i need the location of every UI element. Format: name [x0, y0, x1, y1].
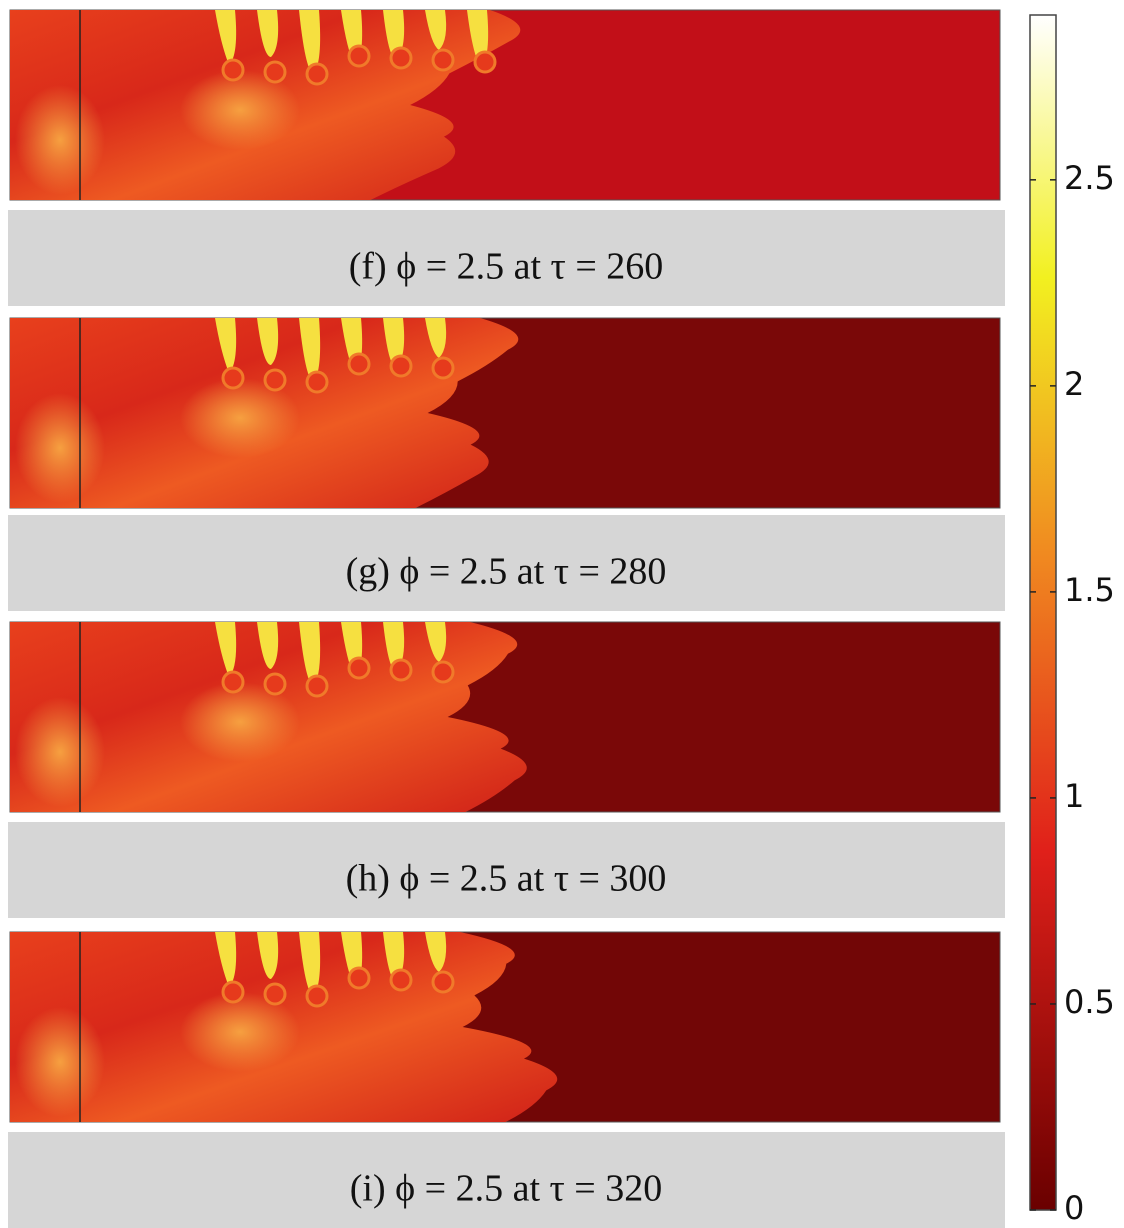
- vortex: [305, 674, 329, 698]
- vortex: [347, 966, 371, 990]
- vortex: [263, 60, 287, 84]
- plume-finger: [215, 10, 237, 65]
- plume-finger: [299, 932, 321, 996]
- hot-spot: [15, 697, 105, 807]
- hot-spot: [15, 393, 105, 503]
- plume-finger: [383, 318, 405, 367]
- vortex: [221, 980, 245, 1004]
- vortex: [263, 982, 287, 1006]
- vortex: [305, 370, 329, 394]
- plume-finger: [215, 932, 237, 987]
- colorbar: [1029, 14, 1057, 1211]
- colorbar-tick-label: 0: [1064, 1189, 1084, 1227]
- vortex: [431, 970, 455, 994]
- plume-finger: [383, 10, 405, 59]
- colorbar-tick-label: 1.5: [1064, 571, 1115, 609]
- vortex: [221, 670, 245, 694]
- hot-spot: [180, 70, 300, 150]
- plume-finger: [425, 318, 447, 358]
- plume-finger: [299, 10, 321, 74]
- vortex: [305, 62, 329, 86]
- hot-spot: [15, 85, 105, 195]
- hot-spot: [180, 992, 300, 1072]
- vortex: [347, 44, 371, 68]
- vortex: [473, 50, 497, 74]
- vortex: [431, 48, 455, 72]
- vortex: [431, 660, 455, 684]
- caption-box: [8, 210, 1005, 306]
- plume-finger: [425, 10, 447, 50]
- hot-spot: [180, 378, 300, 458]
- vortex: [389, 658, 413, 682]
- vortex: [389, 354, 413, 378]
- vortex: [431, 356, 455, 380]
- panel-caption: (h) ϕ = 2.5 at τ = 300: [346, 858, 667, 900]
- vortex: [305, 984, 329, 1008]
- panel-caption: (i) ϕ = 2.5 at τ = 320: [350, 1168, 662, 1210]
- plume-finger: [383, 932, 405, 981]
- caption-box: [8, 1132, 1005, 1228]
- vortex: [263, 368, 287, 392]
- caption-box: [8, 515, 1005, 611]
- plume-finger: [425, 622, 447, 662]
- plume-finger: [257, 932, 279, 979]
- hot-spot: [180, 682, 300, 762]
- vortex: [389, 968, 413, 992]
- plume-finger: [383, 622, 405, 671]
- plume-finger: [257, 622, 279, 669]
- vortex: [221, 58, 245, 82]
- colorbar-tick-label: 0.5: [1064, 983, 1115, 1021]
- vortex: [347, 656, 371, 680]
- panel-caption: (g) ϕ = 2.5 at τ = 280: [346, 551, 667, 593]
- caption-box: [8, 822, 1005, 918]
- panel-caption: (f) ϕ = 2.5 at τ = 260: [349, 246, 664, 288]
- plume-finger: [299, 318, 321, 382]
- vortex: [389, 46, 413, 70]
- vortex: [263, 672, 287, 696]
- plume-finger: [299, 622, 321, 686]
- plume-finger: [215, 622, 237, 677]
- hot-spot: [15, 1007, 105, 1117]
- vortex: [221, 366, 245, 390]
- colorbar-tick-label: 2: [1064, 365, 1084, 403]
- colorbar-tick-label: 2.5: [1064, 159, 1115, 197]
- colorbar-tick-label: 1: [1064, 777, 1084, 815]
- plume-finger: [257, 10, 279, 57]
- plume-finger: [215, 318, 237, 373]
- plume-finger: [425, 932, 447, 972]
- vortex: [347, 352, 371, 376]
- plume-finger: [257, 318, 279, 365]
